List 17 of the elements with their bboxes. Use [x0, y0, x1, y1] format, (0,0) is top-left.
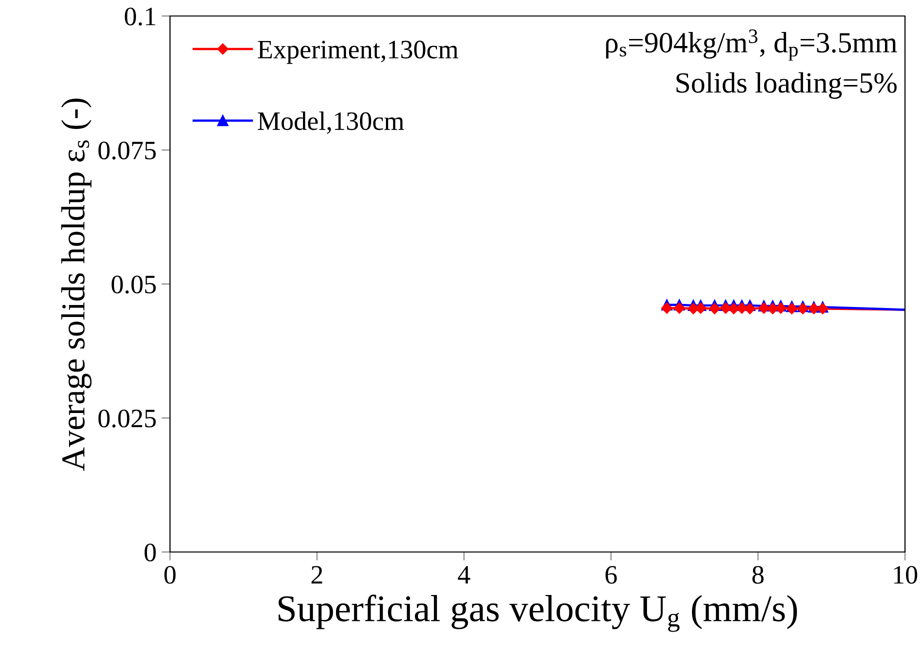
x-tick-label: 6 — [606, 566, 617, 584]
x-axis-title: Superficial gas velocity U$_{g}$ (mm/s) — [278, 594, 797, 632]
legend-label: Experiment,130cm — [258, 40, 458, 64]
annotation: ρ$_{s}$=904kg/m$^{3}$, d$_{p}$=3.5mm — [606, 29, 898, 61]
y-tick-label: 0.025 — [98, 410, 156, 428]
y-axis-title: Average solids holdup ε$_{s}$ (-) — [61, 98, 92, 471]
y-tick-label: 0 — [144, 544, 156, 562]
x-tick-label: 4 — [458, 566, 470, 584]
legend-label: Model,130cm — [258, 112, 404, 134]
y-tick-label: 0.1 — [124, 8, 156, 26]
y-tick-label: 0.075 — [98, 142, 156, 160]
x-tick-label: 2 — [312, 566, 322, 584]
x-tick-label: 8 — [752, 566, 764, 584]
x-tick-label: 10 — [894, 566, 918, 584]
annotation: Solids loading=5% — [676, 72, 897, 99]
y-tick-label: 0.05 — [112, 276, 156, 294]
x-tick-label: 0 — [164, 566, 176, 584]
